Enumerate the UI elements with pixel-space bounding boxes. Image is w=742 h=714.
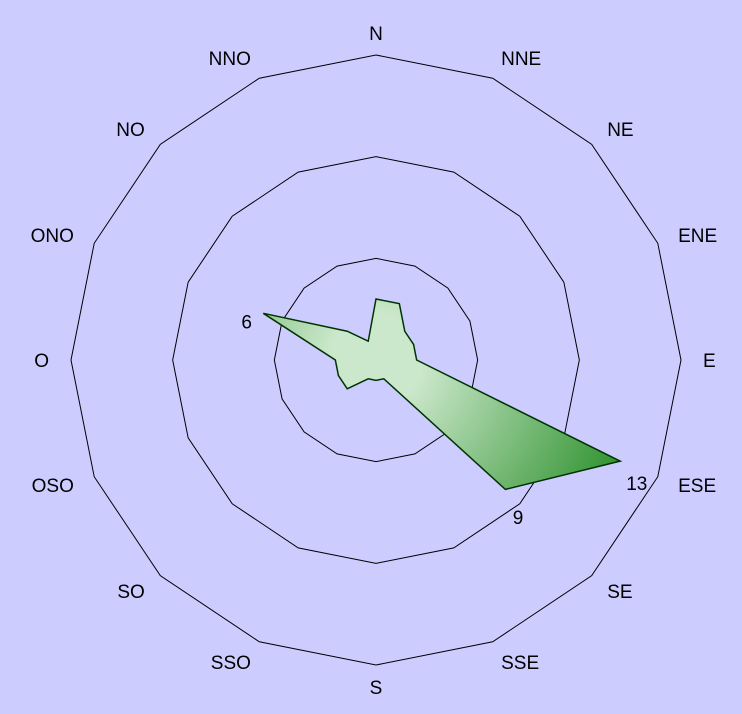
category-label-nne: NNE: [501, 49, 541, 70]
category-label-no: NO: [116, 120, 145, 141]
category-label-sso: SSO: [211, 653, 251, 674]
grid-ring-10: [172, 156, 580, 564]
category-label-e: E: [703, 351, 716, 372]
category-label-ene: ENE: [678, 226, 717, 247]
series-area: [262, 298, 623, 491]
radar-series: [262, 298, 623, 491]
category-labels: N NNE NE ENE E ESE SE SSE S SSO SO OSO O ONO NO NNO: [31, 24, 718, 699]
data-label-ono: 6: [241, 312, 252, 333]
grid-ring-5: [273, 257, 479, 463]
category-label-ese: ESE: [678, 476, 716, 497]
grid-ring-15: [70, 54, 682, 666]
data-labels: 13 9 6: [241, 312, 647, 529]
category-label-n: N: [369, 24, 383, 45]
category-label-nno: NNO: [209, 49, 251, 70]
category-label-s: S: [370, 678, 383, 699]
data-label-ese: 13: [626, 474, 647, 495]
radar-grid: [70, 54, 682, 666]
category-label-se: SE: [607, 582, 632, 603]
category-label-sse: SSE: [501, 653, 539, 674]
category-label-oso: OSO: [32, 476, 74, 497]
category-label-so: SO: [117, 582, 144, 603]
category-label-ono: ONO: [31, 226, 74, 247]
data-label-se: 9: [513, 508, 524, 529]
category-label-ne: NE: [607, 120, 633, 141]
category-label-o: O: [34, 351, 49, 372]
